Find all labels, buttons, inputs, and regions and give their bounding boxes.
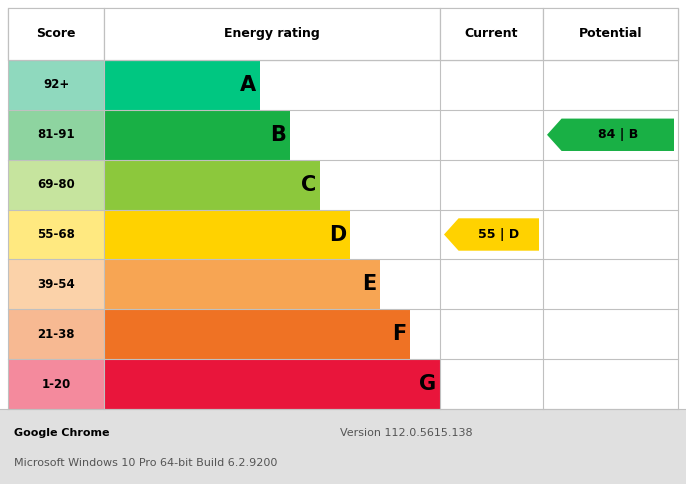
Bar bbox=[440, 110, 543, 160]
Text: D: D bbox=[329, 225, 346, 244]
Text: E: E bbox=[362, 275, 376, 295]
Bar bbox=[104, 309, 410, 359]
Text: 55 | D: 55 | D bbox=[478, 228, 519, 241]
Text: 81-91: 81-91 bbox=[37, 128, 75, 141]
Polygon shape bbox=[547, 119, 674, 151]
Bar bbox=[350, 209, 440, 260]
Text: 84 | B: 84 | B bbox=[598, 128, 638, 141]
Text: Microsoft Windows 10 Pro 64-bit Build 6.2.9200: Microsoft Windows 10 Pro 64-bit Build 6.… bbox=[14, 458, 277, 468]
Text: A: A bbox=[240, 75, 256, 95]
Bar bbox=[440, 359, 543, 409]
Bar bbox=[543, 160, 678, 209]
Bar bbox=[440, 209, 543, 260]
Bar bbox=[0, 409, 686, 484]
Text: Energy rating: Energy rating bbox=[224, 28, 320, 40]
Bar bbox=[290, 110, 440, 160]
Bar bbox=[8, 260, 104, 309]
Polygon shape bbox=[444, 218, 539, 251]
Bar bbox=[440, 260, 543, 309]
Bar bbox=[543, 8, 678, 60]
Bar bbox=[8, 110, 104, 160]
Bar bbox=[104, 8, 440, 60]
Bar bbox=[8, 160, 104, 209]
Text: 55-68: 55-68 bbox=[37, 228, 75, 241]
Text: 92+: 92+ bbox=[43, 78, 69, 91]
Bar bbox=[440, 8, 543, 60]
Bar bbox=[320, 160, 440, 209]
Bar bbox=[440, 160, 543, 209]
Text: 69-80: 69-80 bbox=[37, 178, 75, 191]
Bar bbox=[104, 160, 320, 209]
Bar bbox=[380, 260, 440, 309]
Text: Version 112.0.5615.138: Version 112.0.5615.138 bbox=[340, 428, 473, 438]
Bar bbox=[8, 60, 104, 110]
Bar bbox=[104, 60, 260, 110]
Text: G: G bbox=[419, 374, 436, 394]
Bar bbox=[104, 209, 350, 260]
Bar bbox=[543, 359, 678, 409]
Bar bbox=[543, 209, 678, 260]
Bar bbox=[8, 359, 104, 409]
Bar bbox=[104, 110, 290, 160]
Text: 1-20: 1-20 bbox=[41, 378, 71, 391]
Text: Potential: Potential bbox=[579, 28, 642, 40]
Text: B: B bbox=[270, 125, 286, 145]
Text: Current: Current bbox=[464, 28, 518, 40]
Text: Google Chrome: Google Chrome bbox=[14, 428, 110, 438]
Bar bbox=[8, 8, 678, 60]
Text: C: C bbox=[300, 174, 316, 194]
Text: 39-54: 39-54 bbox=[37, 278, 75, 291]
Bar bbox=[543, 309, 678, 359]
Bar bbox=[543, 260, 678, 309]
Text: F: F bbox=[392, 324, 406, 344]
Bar bbox=[440, 60, 543, 110]
Bar bbox=[440, 309, 543, 359]
Bar bbox=[543, 110, 678, 160]
Bar bbox=[104, 359, 440, 409]
Bar bbox=[8, 209, 104, 260]
Bar bbox=[260, 60, 440, 110]
Bar bbox=[8, 8, 104, 60]
Bar bbox=[104, 260, 380, 309]
Text: Score: Score bbox=[36, 28, 75, 40]
Text: 21-38: 21-38 bbox=[37, 328, 75, 341]
Bar bbox=[8, 309, 104, 359]
Bar bbox=[410, 309, 440, 359]
Bar bbox=[543, 60, 678, 110]
